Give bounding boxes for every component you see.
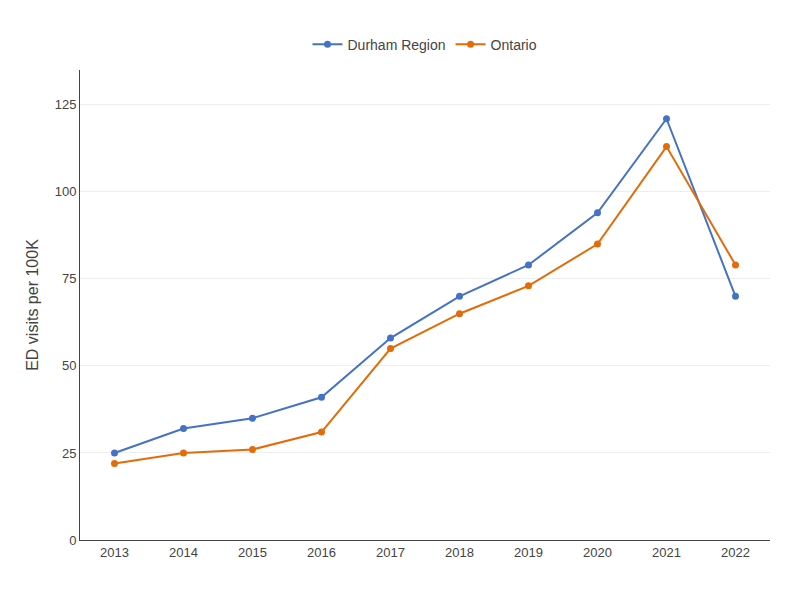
svg-text:2018: 2018	[445, 545, 474, 560]
svg-text:100: 100	[55, 184, 77, 199]
svg-text:25: 25	[62, 446, 76, 461]
svg-text:125: 125	[55, 97, 77, 112]
svg-text:0: 0	[69, 533, 76, 548]
svg-text:2021: 2021	[652, 545, 681, 560]
svg-text:2016: 2016	[307, 545, 336, 560]
svg-text:2020: 2020	[583, 545, 612, 560]
svg-text:2015: 2015	[238, 545, 267, 560]
svg-text:2014: 2014	[169, 545, 198, 560]
svg-text:2019: 2019	[514, 545, 543, 560]
svg-text:50: 50	[62, 358, 76, 373]
svg-text:ED visits per 100K: ED visits per 100K	[24, 239, 41, 371]
svg-text:2017: 2017	[376, 545, 405, 560]
svg-text:Durham Region: Durham Region	[348, 37, 446, 53]
svg-text:75: 75	[62, 271, 76, 286]
svg-text:Ontario: Ontario	[491, 37, 537, 53]
svg-text:2013: 2013	[100, 545, 129, 560]
svg-text:2022: 2022	[721, 545, 750, 560]
